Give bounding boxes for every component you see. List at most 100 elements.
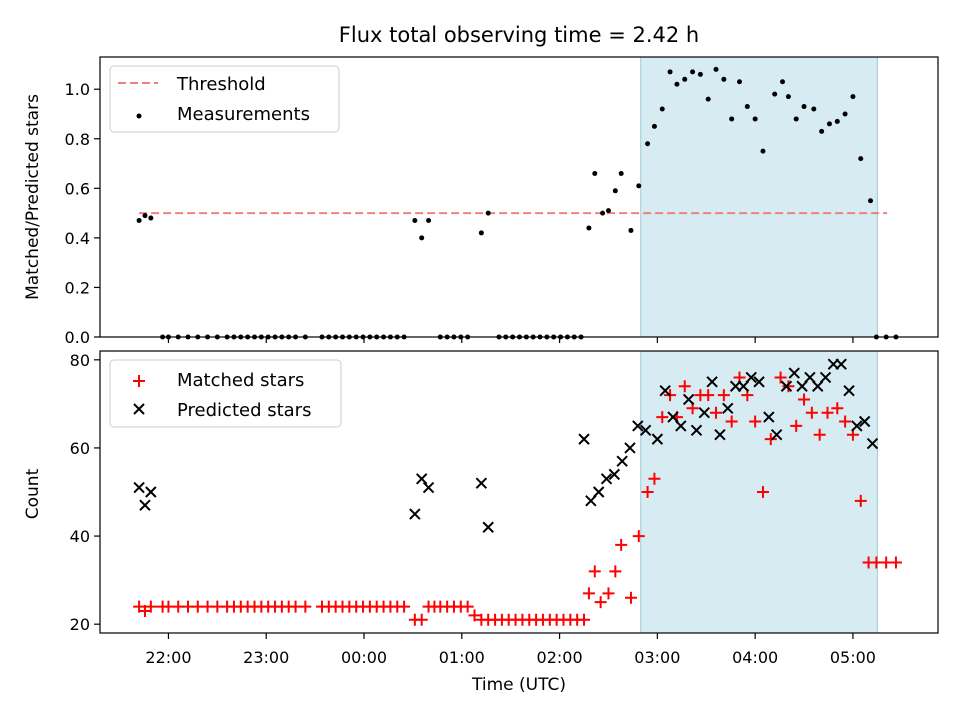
matched-star-point: [749, 415, 762, 428]
measurement-point: [793, 116, 799, 122]
x-tick-label: 01:00: [439, 648, 485, 667]
measurement-point: [834, 118, 840, 124]
matched-star-point: [398, 600, 411, 613]
matched-star-point: [790, 419, 803, 432]
matched-star-point: [831, 402, 844, 415]
bottom-legend-box: [109, 359, 342, 428]
predicted-star-point: [639, 424, 652, 437]
matched-star-point: [582, 587, 595, 600]
y-tick-label: 0.4: [65, 229, 90, 248]
chart-title: Flux total observing time = 2.42 h: [339, 23, 699, 47]
measurement-point: [136, 218, 142, 224]
matched-star-point: [702, 389, 715, 402]
measurement-point: [148, 215, 154, 221]
matched-star-point: [578, 613, 591, 626]
x-tick-label: 03:00: [634, 648, 680, 667]
matched-star-point: [764, 433, 777, 446]
measurement-point: [811, 106, 817, 112]
x-tick-label: 22:00: [145, 648, 191, 667]
measurement-point: [760, 148, 766, 154]
y-tick-label: 0.2: [65, 278, 90, 297]
measurement-point: [713, 66, 719, 72]
matched-star-point: [889, 556, 902, 569]
matched-star-point: [798, 393, 811, 406]
measurement-point: [697, 71, 703, 77]
x-tick-label: 04:00: [732, 648, 778, 667]
measurement-point: [721, 76, 727, 82]
measurement-point: [801, 104, 807, 110]
bottom-panel: 20 40 60 80 22:00 23:00 00:00 01:00 02:00 03:00 0…: [23, 350, 939, 695]
matched-star-point: [588, 565, 601, 578]
measurement-point: [772, 91, 778, 97]
matched-star-point: [609, 565, 622, 578]
top-panel: 0.0 0.2 0.4 0.6 0.8 1.0 Matched/Predicted sta…: [23, 56, 939, 347]
top-axes-frame: [99, 56, 939, 338]
predicted-star-point: [698, 406, 711, 419]
predicted-star-point: [133, 481, 145, 494]
bottom-panel-marks: [133, 358, 902, 626]
matched-star-point: [632, 530, 645, 543]
matched-star-point: [782, 380, 795, 393]
top-y-axis-label: Matched/Predicted stars: [23, 94, 43, 300]
measurement-point: [826, 121, 832, 127]
predicted-star-point: [858, 415, 871, 428]
predicted-star-point: [788, 367, 800, 379]
predicted-star-point: [415, 473, 428, 485]
measurement-point: [636, 183, 642, 189]
matched-star-point: [615, 538, 628, 551]
measurement-point: [628, 227, 634, 233]
predicted-star-point: [659, 384, 671, 397]
predicted-star-point: [616, 455, 628, 467]
predicted-star-point: [592, 486, 605, 498]
predicted-star-point: [409, 508, 421, 520]
measurement-point: [612, 188, 618, 194]
predicted-star-point: [690, 424, 703, 437]
matched-star-point: [725, 415, 738, 428]
measurement-point: [690, 69, 696, 75]
measurement-point: [485, 210, 491, 216]
legend-matched-swatch: [133, 375, 145, 387]
legend-threshold-label: Threshold: [176, 74, 266, 95]
bottom-y-axis-label: Count: [23, 468, 43, 519]
predicted-star-point: [682, 393, 695, 406]
y-tick-label: 80: [70, 351, 90, 370]
matched-star-point: [299, 600, 312, 613]
predicted-star-point: [600, 473, 613, 485]
predicted-star-point: [835, 358, 847, 370]
measurement-point: [659, 106, 665, 112]
x-tick-label: 02:00: [537, 648, 583, 667]
legend-matched-label: Matched stars: [177, 370, 304, 391]
predicted-star-point: [763, 411, 775, 423]
y-tick-label: 1.0: [65, 80, 90, 99]
bottom-x-ticks: 22:00 23:00 00:00 01:00 02:00 03:00 04:00 05:00: [145, 633, 876, 667]
x-tick-label: 00:00: [341, 648, 387, 667]
predicted-star-point: [482, 521, 494, 533]
measurement-point: [142, 213, 148, 219]
matched-star-point: [774, 371, 787, 384]
matched-star-point: [468, 609, 481, 622]
matched-star-point: [594, 596, 607, 609]
measurement-point: [667, 69, 673, 75]
predicted-star-point: [145, 486, 157, 498]
predicted-star-point: [578, 433, 590, 445]
measurement-point: [752, 116, 758, 122]
predicted-star-point: [624, 442, 636, 454]
measurement-point: [605, 208, 611, 214]
x-tick-label: 23:00: [243, 648, 289, 667]
measurement-point: [426, 218, 432, 224]
matched-star-point: [624, 591, 637, 604]
predicted-star-point: [780, 380, 793, 392]
matched-star-point: [415, 613, 428, 626]
predicted-star-point: [722, 402, 734, 414]
measurement-point: [842, 111, 848, 117]
top-panel-marks: [136, 66, 899, 340]
predicted-star-point: [819, 371, 832, 384]
top-legend: Threshold Measurements: [109, 65, 340, 133]
measurement-point: [600, 210, 606, 216]
measurement-point: [858, 156, 864, 162]
matched-star-point: [656, 411, 669, 424]
bottom-y-ticks: 20 40 60 80: [70, 351, 100, 634]
measurement-point: [705, 96, 711, 102]
measurement-point: [819, 128, 825, 134]
measurement-point: [674, 81, 680, 87]
